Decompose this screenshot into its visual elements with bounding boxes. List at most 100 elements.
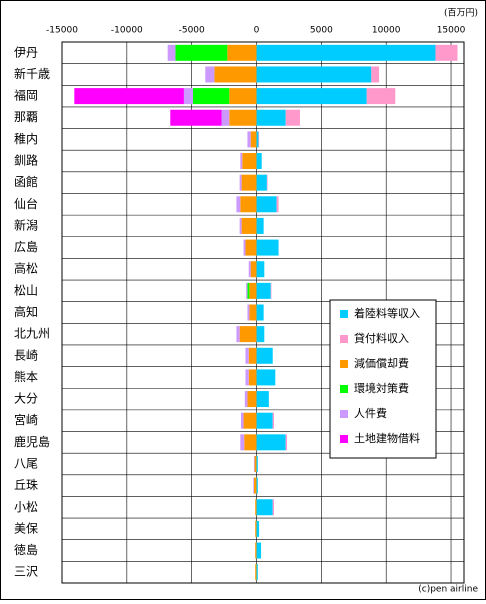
y-tick-label: 宮崎 <box>14 412 38 427</box>
bar-segment <box>256 282 271 299</box>
x-tick-label: 10000 <box>372 26 401 36</box>
x-tick-label: 15000 <box>437 26 466 36</box>
bar-segment <box>256 369 276 386</box>
bar-segment <box>253 455 255 472</box>
bar-segment <box>256 66 372 83</box>
bar-segment <box>192 88 230 105</box>
bar-segment <box>256 564 258 581</box>
bar-segment <box>255 499 257 516</box>
bar-segment <box>239 174 242 191</box>
bar-segment <box>371 66 380 83</box>
bar-segment <box>256 412 273 429</box>
bar-segment <box>250 261 257 278</box>
bar-segment <box>254 455 257 472</box>
bar-segment <box>248 347 257 364</box>
y-tick-label: 新潟 <box>14 217 38 232</box>
bar-segment <box>74 88 184 105</box>
bar-segment <box>240 412 244 429</box>
y-tick-label: 福岡 <box>14 88 38 103</box>
bar-segment <box>240 196 257 213</box>
bar-segment <box>205 66 215 83</box>
bar-segment <box>239 326 257 343</box>
bar-segment <box>244 434 257 451</box>
bar-segment <box>167 44 176 61</box>
y-tick-label: 長崎 <box>14 348 38 362</box>
bar-segment <box>250 131 257 148</box>
bar-segment <box>249 282 257 299</box>
bar-segment <box>170 109 222 126</box>
bar-segment <box>256 520 260 537</box>
bar-segment <box>241 217 257 234</box>
bar-segment <box>435 44 458 61</box>
bar-segment <box>241 174 257 191</box>
bar-segment <box>236 196 241 213</box>
y-tick-label: 北九州 <box>14 327 50 341</box>
bar-segment <box>272 499 275 516</box>
bar-segment <box>246 282 248 299</box>
bar-segment <box>240 153 243 170</box>
legend-swatch <box>340 310 348 318</box>
bar-segment <box>256 347 273 364</box>
y-tick-label: 高知 <box>14 304 38 319</box>
bar-segment <box>256 304 264 321</box>
bar-segment <box>256 239 279 256</box>
bar-segment <box>247 304 250 321</box>
bar-segment <box>276 196 279 213</box>
y-tick-label: 大分 <box>14 392 38 406</box>
bar-segment <box>256 109 286 126</box>
bar-segment <box>256 196 277 213</box>
legend-swatch <box>340 385 348 393</box>
y-tick-label: 松山 <box>14 283 38 297</box>
bar-segment <box>256 455 258 472</box>
bar-segment <box>175 44 228 61</box>
bar-segment <box>249 304 257 321</box>
bar-segment <box>229 109 257 126</box>
bar-segment <box>256 261 265 278</box>
x-tick-label: 5000 <box>310 26 333 36</box>
y-tick-label: 仙台 <box>14 196 38 211</box>
bar-segment <box>227 44 257 61</box>
bar-segment <box>239 217 242 234</box>
bar-segment <box>256 131 259 148</box>
legend-swatch <box>340 360 348 368</box>
y-tick-label: 熊本 <box>14 369 38 384</box>
unit-label: (百万円) <box>444 8 478 19</box>
legend-label: 土地建物借料 <box>354 431 420 445</box>
x-tick-label: 0 <box>254 26 260 36</box>
legend-label: 減価償却費 <box>354 356 409 370</box>
bar-segment <box>366 88 396 105</box>
x-tick-label: -5000 <box>179 26 205 36</box>
bar-segment <box>248 261 251 278</box>
bar-segment <box>256 391 269 408</box>
bar-segment <box>236 326 240 343</box>
y-tick-label: 広島 <box>14 239 38 254</box>
bar-segment <box>256 174 267 191</box>
y-tick-label: 小松 <box>14 500 38 514</box>
bar-segment <box>256 326 265 343</box>
legend-label: 着陸料等収入 <box>354 306 420 320</box>
bar-segment <box>256 499 273 516</box>
bar-segment <box>245 347 249 364</box>
bar-segment <box>229 88 257 105</box>
bar-segment <box>258 131 260 148</box>
bar-segment <box>253 477 254 494</box>
bar-segment <box>270 282 272 299</box>
y-tick-label: 八尾 <box>14 456 38 470</box>
y-tick-label: 新千歳 <box>14 66 50 81</box>
bar-segment <box>272 412 275 429</box>
y-tick-label: 徳島 <box>14 542 38 557</box>
bar-segment <box>255 542 257 559</box>
bar-segment <box>244 391 248 408</box>
bar-segment <box>285 109 300 126</box>
bar-segment <box>256 542 262 559</box>
x-tick-label: -10000 <box>111 26 143 36</box>
legend-label: 環境対策費 <box>354 381 409 395</box>
bar-segment <box>255 520 257 537</box>
bar-segment <box>248 369 257 386</box>
bar-segment <box>243 412 257 429</box>
bar-segment <box>183 88 193 105</box>
y-tick-label: 那覇 <box>14 110 38 124</box>
y-tick-label: 鹿児島 <box>14 434 50 449</box>
bar-segment <box>243 239 246 256</box>
y-tick-label: 高松 <box>14 261 38 276</box>
